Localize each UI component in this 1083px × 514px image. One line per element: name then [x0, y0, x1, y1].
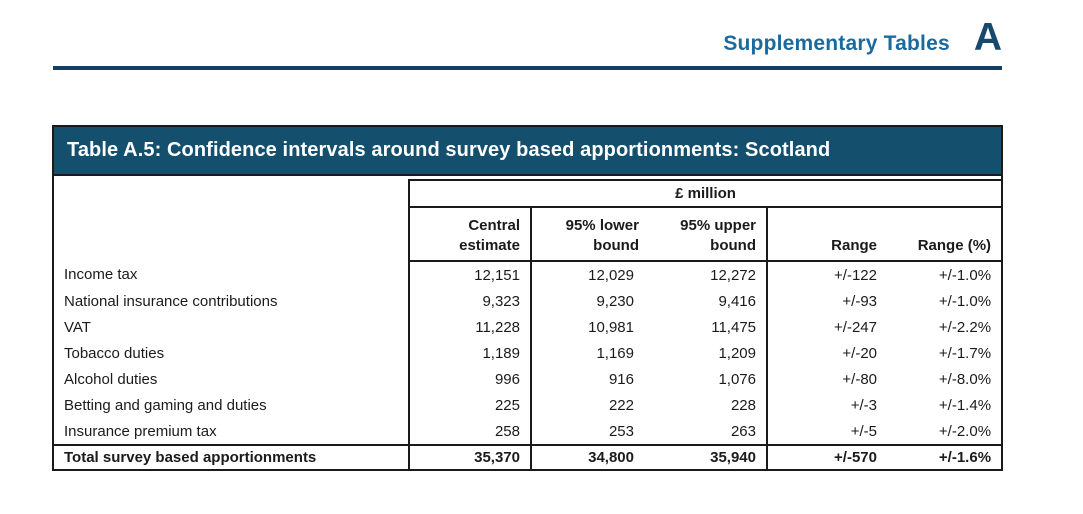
cell-lower: 10,981 — [588, 318, 634, 336]
total-range: +/-570 — [767, 444, 887, 469]
unit-header: £ million — [409, 179, 1002, 208]
cell-lower: 12,029 — [588, 266, 634, 284]
cell-upper: 228 — [649, 392, 768, 418]
cell-range: +/-122 — [834, 266, 877, 284]
table-row: Alcohol duties 996 916 1,076 +/-80 +/-8.… — [54, 366, 1001, 392]
total-upper: 35,940 — [649, 444, 768, 469]
row-label: VAT — [54, 314, 410, 340]
row-label: Tobacco duties — [54, 340, 410, 366]
table-row: VAT 11,228 10,981 11,475 +/-247 +/-2.2% — [54, 314, 1001, 340]
cell-central: 1,189 — [409, 340, 532, 366]
total-row-label: Total survey based apportionments — [54, 444, 410, 469]
table-title: Table A.5: Confidence intervals around s… — [67, 139, 831, 161]
table-row: Income tax 12,151 12,029 12,272 +/-122 +… — [54, 261, 1001, 288]
col-header-central: Central estimate — [409, 207, 532, 262]
row-label: Betting and gaming and duties — [54, 392, 410, 418]
section-letter: A — [973, 16, 1002, 59]
header-rule — [53, 66, 1002, 70]
cell-lower: 222 — [608, 396, 634, 414]
total-lower: 34,800 — [531, 444, 649, 469]
row-label: Insurance premium tax — [54, 418, 410, 445]
cell-lower: 916 — [608, 370, 634, 388]
cell-upper: 9,416 — [649, 288, 768, 314]
row-label: National insurance contributions — [54, 288, 410, 314]
cell-upper: 263 — [649, 418, 768, 445]
cell-central: 12,151 — [409, 261, 532, 288]
col-header-range: Range — [767, 207, 887, 262]
total-central: 35,370 — [409, 444, 532, 469]
cell-range-pct: +/-2.0% — [938, 422, 992, 440]
doc-header: Supplementary Tables A — [53, 18, 1002, 57]
table-row: Insurance premium tax 258 253 263 +/-5 +… — [54, 418, 1001, 445]
cell-range: +/-247 — [834, 318, 877, 336]
doc-header-title: Supplementary Tables — [723, 32, 950, 55]
cell-central: 258 — [409, 418, 532, 445]
table-a5-block: Table A.5: Confidence intervals around s… — [52, 125, 1003, 471]
cell-upper: 1,076 — [649, 366, 768, 392]
col-header-lower: 95% lower bound — [531, 207, 649, 262]
col-header-upper: 95% upper bound — [649, 207, 768, 262]
table-title-bar: Table A.5: Confidence intervals around s… — [54, 127, 1001, 176]
row-label: Income tax — [54, 261, 410, 288]
cell-range-pct: +/-1.7% — [938, 344, 992, 362]
cell-range-pct: +/-2.2% — [938, 318, 992, 336]
cell-range-pct: +/-1.0% — [938, 266, 992, 284]
col-header-range-pct: Range (%) — [887, 207, 1002, 262]
cell-lower: 9,230 — [596, 292, 634, 310]
cell-range: +/-5 — [850, 422, 877, 440]
cell-range: +/-80 — [842, 370, 877, 388]
table-row: National insurance contributions 9,323 9… — [54, 288, 1001, 314]
cell-range-pct: +/-1.0% — [938, 292, 992, 310]
table-row: Tobacco duties 1,189 1,169 1,209 +/-20 +… — [54, 340, 1001, 366]
total-row: Total survey based apportionments 35,370… — [54, 444, 1002, 469]
unit-row: £ million — [54, 179, 1002, 261]
column-header-row: Central estimate 95% lower bound 95% upp… — [54, 207, 1002, 262]
cell-range: +/-3 — [850, 396, 877, 414]
confidence-intervals-table: £ million Central estimate 95% lower bou… — [54, 179, 1002, 469]
cell-upper: 12,272 — [649, 261, 768, 288]
cell-lower: 1,169 — [596, 344, 634, 362]
cell-range: +/-20 — [842, 344, 877, 362]
cell-range-pct: +/-8.0% — [938, 370, 992, 388]
cell-range-pct: +/-1.4% — [938, 396, 992, 414]
cell-upper: 11,475 — [649, 314, 768, 340]
cell-range: +/-93 — [842, 292, 877, 310]
cell-central: 225 — [409, 392, 532, 418]
cell-upper: 1,209 — [649, 340, 768, 366]
table-body-wrap: £ million Central estimate 95% lower bou… — [54, 176, 1002, 469]
table-row: Betting and gaming and duties 225 222 22… — [54, 392, 1001, 418]
cell-central: 9,323 — [409, 288, 532, 314]
label-column-header-empty — [54, 180, 410, 261]
row-label: Alcohol duties — [54, 366, 410, 392]
cell-central: 11,228 — [409, 314, 532, 340]
total-range-pct: +/-1.6% — [887, 444, 1002, 469]
cell-lower: 253 — [608, 422, 634, 440]
cell-central: 996 — [409, 366, 532, 392]
